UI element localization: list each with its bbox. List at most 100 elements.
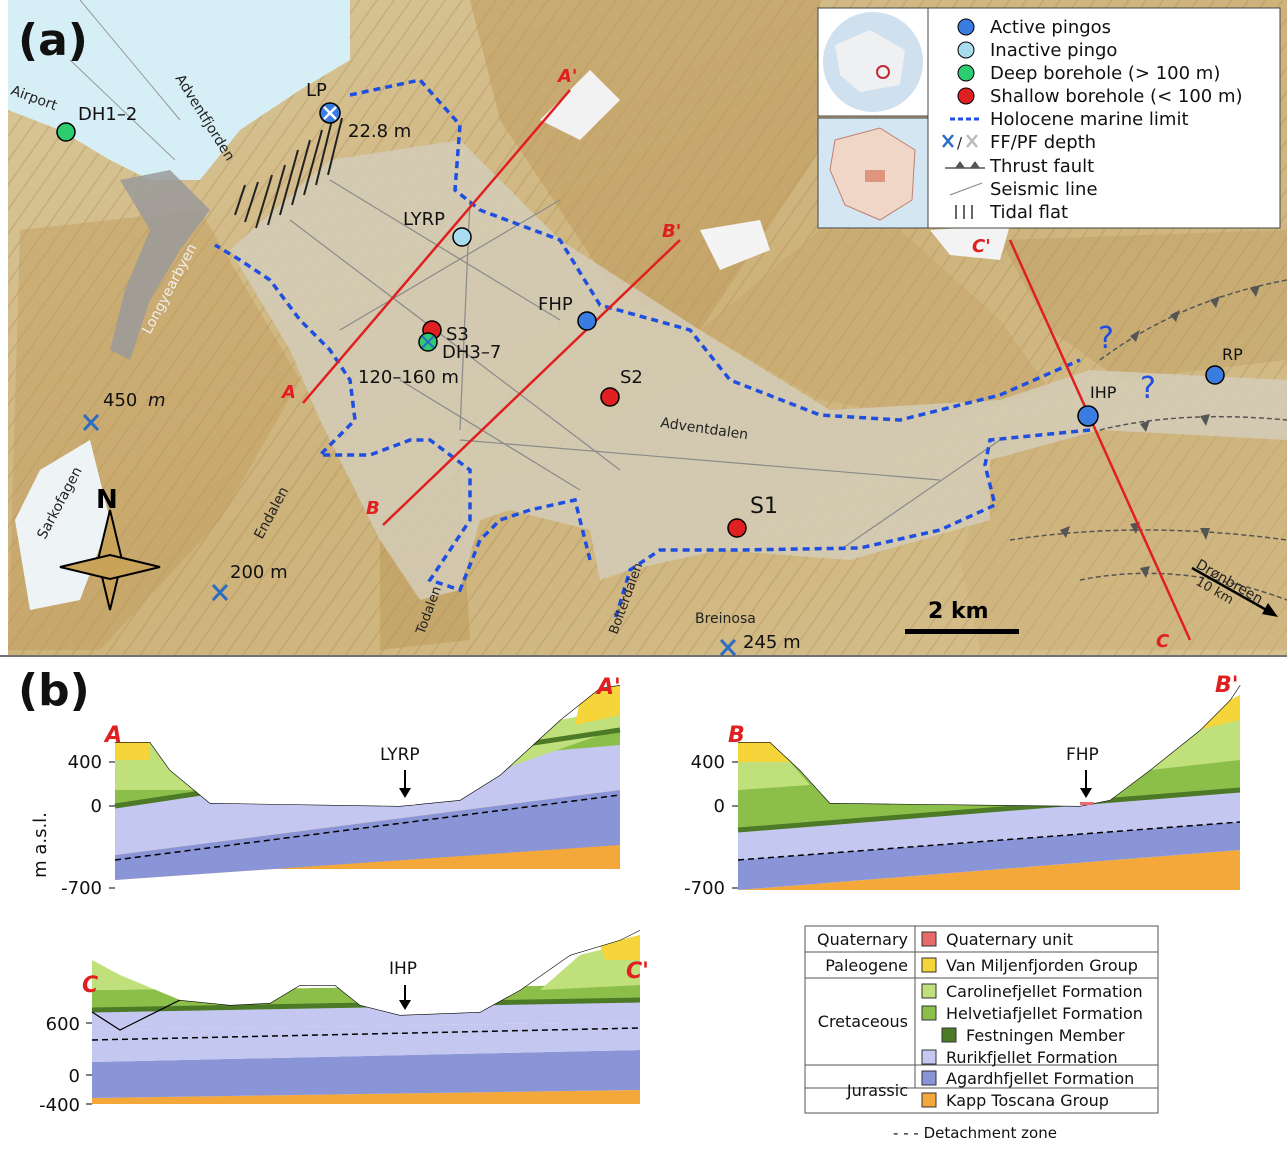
- legend-shallow-borehole: Shallow borehole (< 100 m): [990, 86, 1243, 107]
- section-lyrp-label: LYRP: [380, 745, 420, 765]
- label-lp-depth: 22.8 m: [348, 121, 411, 142]
- section-c-label: C: [82, 973, 98, 998]
- label-depth-450-unit: m: [148, 390, 166, 411]
- label-scale: 2 km: [928, 599, 989, 624]
- profile-ab: A A' LYRP 400 0 -700 m a.s.l.: [30, 660, 621, 899]
- mountain-shade: [960, 420, 1287, 650]
- unit-rurikfjellet: Rurikfjellet Formation: [946, 1048, 1118, 1067]
- label-dh12: DH1–2: [78, 104, 137, 125]
- section-fhp-label: FHP: [1066, 745, 1099, 765]
- borehole-s2: [600, 387, 620, 407]
- c-tick-0: 0: [69, 1066, 80, 1087]
- fjord-water: [8, 0, 350, 180]
- section-b-label: B: [728, 723, 745, 748]
- legend-marine-limit: Holocene marine limit: [990, 109, 1189, 130]
- age-jurassic: Jurassic: [846, 1081, 908, 1100]
- scale-bar: [905, 629, 1019, 634]
- bb-tick-0: 0: [714, 796, 725, 817]
- unit-kapp-toscana: Kapp Toscana Group: [946, 1091, 1109, 1110]
- map-legend: [927, 7, 1281, 229]
- ab-tick-400: 400: [68, 752, 102, 773]
- age-quaternary: Quaternary: [817, 930, 908, 949]
- label-rp: RP: [1222, 345, 1243, 364]
- age-cretaceous: Cretaceous: [818, 1012, 908, 1031]
- label-dh37: DH3–7: [442, 342, 501, 363]
- section-c2-label: C': [626, 959, 649, 984]
- valley-floor: [230, 140, 1287, 600]
- legend-ffpf-depth: FF/PF depth: [990, 132, 1096, 153]
- label-profile-c: C: [1156, 631, 1170, 652]
- legend-tidal-flat: Tidal flat: [989, 202, 1068, 223]
- profile-bb: B B' FHP 400 0 -700: [684, 660, 1241, 899]
- c-tick-600: 600: [46, 1014, 80, 1035]
- town-area: [110, 170, 210, 360]
- unit-helvetiafjellet: Helvetiafjellet Formation: [946, 1004, 1143, 1023]
- seismic-lines: [289, 179, 1001, 551]
- label-uncertain-1: ?: [1098, 321, 1114, 356]
- label-north: N: [96, 485, 118, 515]
- label-breinosa: Breinosa: [695, 611, 756, 627]
- bb-tick-400: 400: [691, 752, 725, 773]
- ffpf-depth-markers: [82, 413, 737, 657]
- label-lyrp: LYRP: [403, 209, 445, 230]
- y-axis-label: m a.s.l.: [30, 812, 51, 878]
- borehole-dh12: [56, 122, 76, 142]
- section-a-label: A: [103, 723, 122, 748]
- label-depth-450: 450: [103, 390, 137, 411]
- glacier: [700, 220, 770, 270]
- label-profile-b: B: [366, 498, 380, 519]
- profile-cc: C C' IHP 600 0 -400: [39, 920, 649, 1116]
- panel-a-label: (a): [18, 15, 88, 66]
- legend-symbols: /: [942, 18, 985, 219]
- glacier: [930, 225, 1010, 260]
- label-ihp: IHP: [1090, 383, 1117, 402]
- pingo-lyrp: [452, 227, 472, 247]
- direction-arrow: [1191, 566, 1271, 614]
- bb-tick-neg700: -700: [684, 878, 725, 899]
- age-paleogene: Paleogene: [825, 956, 908, 975]
- label-fhp: FHP: [538, 294, 573, 315]
- svg-text:/: /: [957, 134, 963, 152]
- map-panel: / Active pingos Inactive pingo Deep bore…: [8, 0, 1287, 657]
- glacier: [540, 70, 620, 140]
- geology-legend: Quaternary Paleogene Cretaceous Jurassic…: [804, 925, 1159, 1142]
- pingo-fhp: [577, 311, 597, 331]
- label-profile-a2: A': [556, 66, 577, 87]
- legend-thrust-fault: Thrust fault: [989, 156, 1094, 177]
- holocene-marine-limit: [214, 78, 1091, 621]
- section-a2-label: A': [595, 675, 621, 700]
- unit-carolinefjellet: Carolinefjellet Formation: [946, 982, 1143, 1001]
- pingo-ihp: [1077, 405, 1099, 427]
- legend-seismic-line: Seismic line: [990, 179, 1098, 200]
- label-s3: S3: [446, 324, 469, 345]
- thrust-faults: [1009, 279, 1287, 601]
- label-profile-a: A: [280, 382, 296, 403]
- label-s2: S2: [620, 367, 643, 388]
- thrust-teeth: [1060, 285, 1260, 578]
- borehole-s1: [727, 518, 747, 538]
- unit-festningen: Festningen Member: [966, 1026, 1125, 1045]
- ab-tick-0: 0: [91, 796, 102, 817]
- label-depth-200: 200 m: [230, 562, 288, 583]
- legend-active-pingos: Active pingos: [990, 17, 1111, 38]
- ab-tick-neg700: -700: [61, 878, 102, 899]
- label-profile-c2: C': [972, 236, 991, 257]
- c-tick-neg400: -400: [39, 1095, 80, 1116]
- label-dh37-depth: 120–160 m: [358, 367, 459, 388]
- label-depth-245: 245 m: [743, 632, 801, 653]
- tidal-flat: [234, 117, 343, 229]
- legend-detachment: - - - Detachment zone: [893, 1124, 1057, 1142]
- cross-section-panel: (b): [18, 660, 1241, 1142]
- pingo-rp: [1205, 365, 1225, 385]
- mountain-shade: [1000, 230, 1287, 380]
- north-arrow-icon: [59, 509, 161, 611]
- label-uncertain-2: ?: [1140, 371, 1156, 406]
- unit-agardhfjellet: Agardhfjellet Formation: [946, 1069, 1134, 1088]
- mountain-shade: [700, 230, 1050, 420]
- section-b2-label: B': [1215, 673, 1239, 698]
- legend-inactive-pingo: Inactive pingo: [990, 40, 1117, 61]
- label-lp: LP: [306, 80, 327, 101]
- profile-lines: [302, 89, 1192, 641]
- label-profile-b2: B': [662, 221, 681, 242]
